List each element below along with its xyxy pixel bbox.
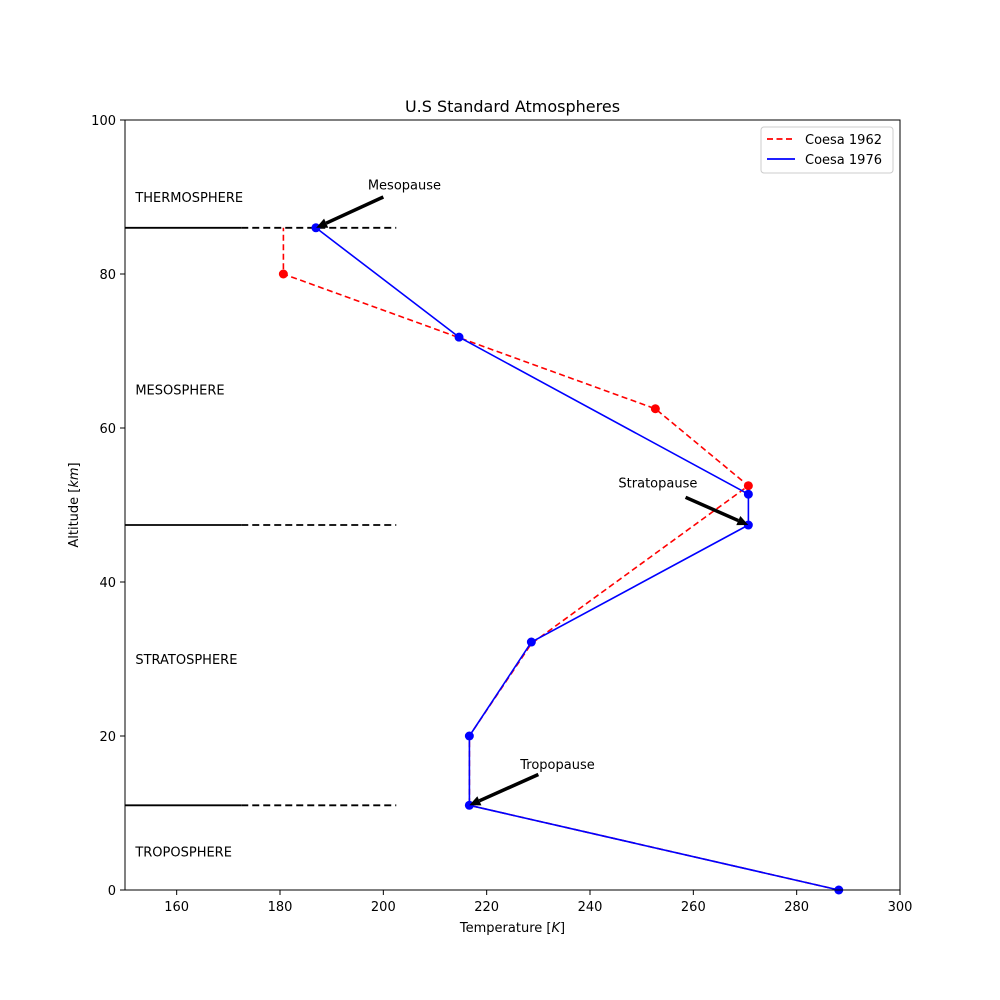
x-tick-label: 180: [268, 900, 293, 915]
x-tick-label: 300: [888, 900, 913, 915]
y-axis-ticks: 0 20 40 60 80 100: [91, 114, 125, 899]
x-tick-label: 280: [784, 900, 809, 915]
tropopause-arrow-head: [469, 796, 482, 806]
plot-frame: [124, 119, 901, 891]
x-tick-label: 220: [474, 900, 499, 915]
y-tick-label: 80: [99, 268, 116, 283]
mesopause-arrow-head: [316, 218, 329, 228]
annotation-stratopause: Stratopause: [618, 476, 697, 491]
y-axis-label: Altitude [km]: [67, 462, 82, 547]
annotations: Mesopause Stratopause Tropopause: [316, 178, 749, 806]
y-tick-label: 20: [99, 730, 116, 745]
legend-label-coesa-1962: Coesa 1962: [805, 133, 882, 148]
x-tick-label: 240: [578, 900, 603, 915]
series-line-coesa-1976: [315, 227, 839, 891]
region-label-stratosphere: STRATOSPHERE: [135, 653, 237, 668]
x-axis-label: Temperature [K]: [459, 921, 565, 936]
plot-area: [125, 120, 900, 890]
tropopause-arrow-shaft: [478, 772, 540, 803]
y-tick-label: 60: [99, 422, 116, 437]
legend-box: [760, 126, 894, 174]
y-tick-label: 100: [91, 114, 116, 129]
data-point-coesa-1962: [743, 481, 753, 491]
chart-title: U.S Standard Atmospheres: [405, 97, 620, 116]
data-point-coesa-1976: [526, 637, 536, 647]
mesopause-arrow-shaft: [325, 195, 385, 225]
x-tick-label: 260: [681, 900, 706, 915]
y-tick-label: 40: [99, 576, 116, 591]
data-point-coesa-1962: [650, 404, 660, 414]
legend-label-coesa-1976: Coesa 1976: [805, 153, 882, 168]
region-label-mesosphere: MESOSPHERE: [135, 384, 224, 399]
x-tick-label: 160: [164, 900, 189, 915]
legend: Coesa 1962 Coesa 1976: [760, 126, 894, 174]
stratopause-arrow-head: [736, 516, 749, 526]
data-series: [282, 227, 839, 891]
data-point-coesa-1976: [454, 332, 464, 342]
data-point-coesa-1976: [464, 731, 474, 741]
x-axis-ticks: 160 180 200 220 240 260 280 300: [164, 890, 912, 915]
stratopause-arrow-shaft: [684, 495, 740, 523]
region-label-thermosphere: THERMOSPHERE: [134, 191, 243, 206]
annotation-tropopause: Tropopause: [519, 758, 594, 773]
region-label-troposphere: TROPOSPHERE: [134, 846, 232, 861]
x-tick-label: 200: [371, 900, 396, 915]
y-tick-label: 0: [108, 884, 116, 899]
region-labels: THERMOSPHERE MESOSPHERE STRATOSPHERE TROPOS…: [134, 191, 243, 861]
annotation-mesopause: Mesopause: [368, 178, 441, 193]
data-point-coesa-1962: [278, 269, 288, 279]
data-point-coesa-1976: [743, 489, 753, 499]
